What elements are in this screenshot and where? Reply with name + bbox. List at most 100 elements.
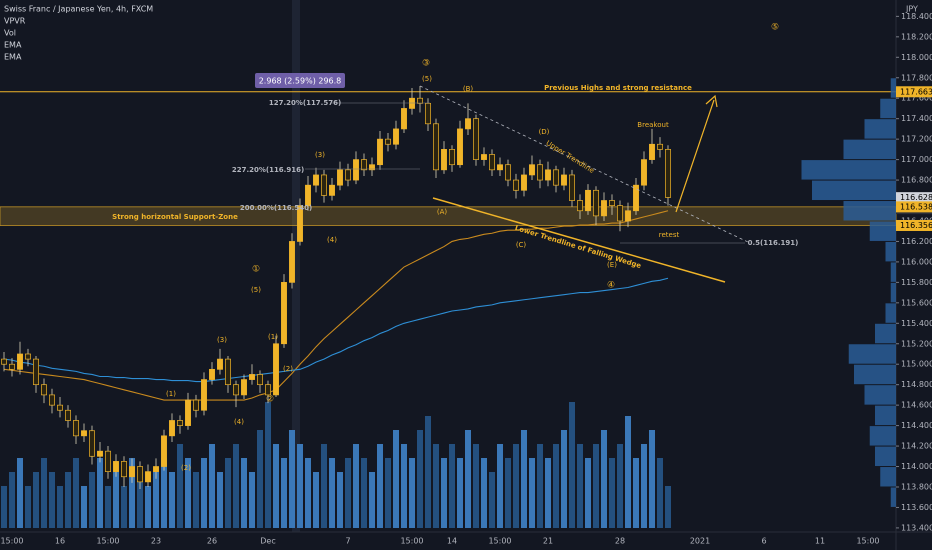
candle-body — [9, 363, 15, 370]
volume-bar — [393, 430, 399, 528]
chart-title: Swiss Franc / Japanese Yen, 4h, FXCM — [4, 5, 153, 14]
volume-bar — [577, 444, 583, 528]
volume-bar — [633, 458, 639, 528]
x-tick-label: 15:00 — [0, 537, 23, 546]
annotation: ④ — [607, 281, 615, 291]
annotation: 127.20%(117.576) — [269, 99, 341, 107]
y-tick-label: 113.800 — [901, 482, 932, 491]
candle-body — [121, 461, 127, 478]
candle-body — [497, 164, 503, 171]
candle-body — [505, 164, 511, 181]
volume-bar — [505, 458, 511, 528]
x-tick-label: 15:00 — [856, 537, 879, 546]
volume-bar — [201, 458, 207, 528]
annotation: Previous Highs and strong resistance — [544, 84, 692, 92]
y-tick-label: 113.400 — [901, 523, 932, 532]
volume-bar — [593, 444, 599, 528]
volume-bar — [257, 430, 263, 528]
annotation: Strong horizontal Support-Zone — [112, 213, 238, 221]
candle-body — [265, 384, 271, 396]
candle-body — [73, 420, 79, 437]
x-tick-label: 21 — [543, 537, 553, 546]
volume-bar — [361, 458, 367, 528]
volume-bar — [25, 486, 31, 528]
volume-bar — [177, 444, 183, 528]
volume-bar — [657, 458, 663, 528]
candle-body — [257, 374, 263, 386]
x-tick-label: 15:00 — [400, 537, 423, 546]
indicator-label: VPVR — [4, 17, 26, 26]
candle-body — [161, 435, 167, 467]
y-tick-label: 115.800 — [901, 278, 932, 287]
volume-bar — [121, 486, 127, 528]
candle-body — [305, 184, 311, 206]
candle-body — [465, 118, 471, 130]
candle-body — [369, 164, 375, 171]
candle-body — [17, 353, 23, 370]
volume-bar — [145, 486, 151, 528]
volume-bar — [441, 458, 447, 528]
candle-body — [145, 471, 151, 483]
volume-bar — [481, 458, 487, 528]
volume-bar — [217, 472, 223, 528]
candle-body — [201, 379, 207, 411]
candle-body — [585, 189, 591, 212]
candle-body — [521, 174, 527, 191]
candle-body — [217, 358, 223, 370]
candle-body — [561, 174, 567, 186]
annotation: (E) — [607, 261, 617, 269]
volume-bar — [17, 458, 23, 528]
candle-body — [425, 102, 431, 125]
y-tick-label: 114.200 — [901, 442, 932, 451]
volume-bar — [305, 458, 311, 528]
vpvr-bar — [812, 180, 896, 201]
volume-bar — [377, 444, 383, 528]
candle-body — [457, 128, 463, 166]
volume-bar — [313, 472, 319, 528]
candle-body — [313, 174, 319, 186]
price-label-box — [896, 201, 932, 213]
volume-bar — [169, 472, 175, 528]
vpvr-bar — [864, 119, 896, 139]
volume-bar — [513, 444, 519, 528]
vpvr-bar — [869, 221, 896, 241]
volume-bar — [33, 472, 39, 528]
vpvr-bar — [890, 487, 896, 507]
y-tick-label: 114.400 — [901, 421, 932, 430]
volume-bar — [601, 430, 607, 528]
candle-body — [41, 384, 47, 396]
volume-bar — [473, 444, 479, 528]
volume-bar — [137, 472, 143, 528]
annotation: ③ — [422, 59, 430, 69]
candle-body — [409, 97, 415, 109]
annotation: (3) — [315, 151, 325, 159]
candle-body — [65, 409, 71, 421]
x-tick-label: 14 — [447, 537, 457, 546]
vpvr-bar — [848, 344, 896, 364]
candle-body — [609, 200, 615, 206]
candle-body — [233, 384, 239, 396]
candle-body — [57, 404, 63, 411]
candle-body — [569, 174, 575, 201]
volume-bar — [449, 444, 455, 528]
annotation: (2) — [283, 365, 293, 373]
candle-body — [393, 128, 399, 145]
candle-body — [641, 159, 647, 186]
vpvr-bar — [869, 426, 896, 446]
volume-bar — [97, 458, 103, 528]
annotation: 0.5(116.191) — [748, 239, 799, 247]
vpvr-bar — [890, 78, 896, 98]
y-tick-label: 117.400 — [901, 114, 932, 123]
y-tick-label: 117.000 — [901, 155, 932, 164]
candle-body — [193, 399, 199, 411]
candle-body — [545, 169, 551, 181]
ema-line — [3, 210, 669, 401]
annotation: 227.20%(116.916) — [232, 166, 304, 174]
volume-bar — [425, 416, 431, 528]
volume-bar — [617, 444, 623, 528]
volume-bar — [185, 458, 191, 528]
x-tick-label: 6 — [761, 537, 766, 546]
vpvr-bar — [875, 405, 896, 426]
candle-body — [177, 420, 183, 426]
candle-body — [625, 210, 631, 222]
